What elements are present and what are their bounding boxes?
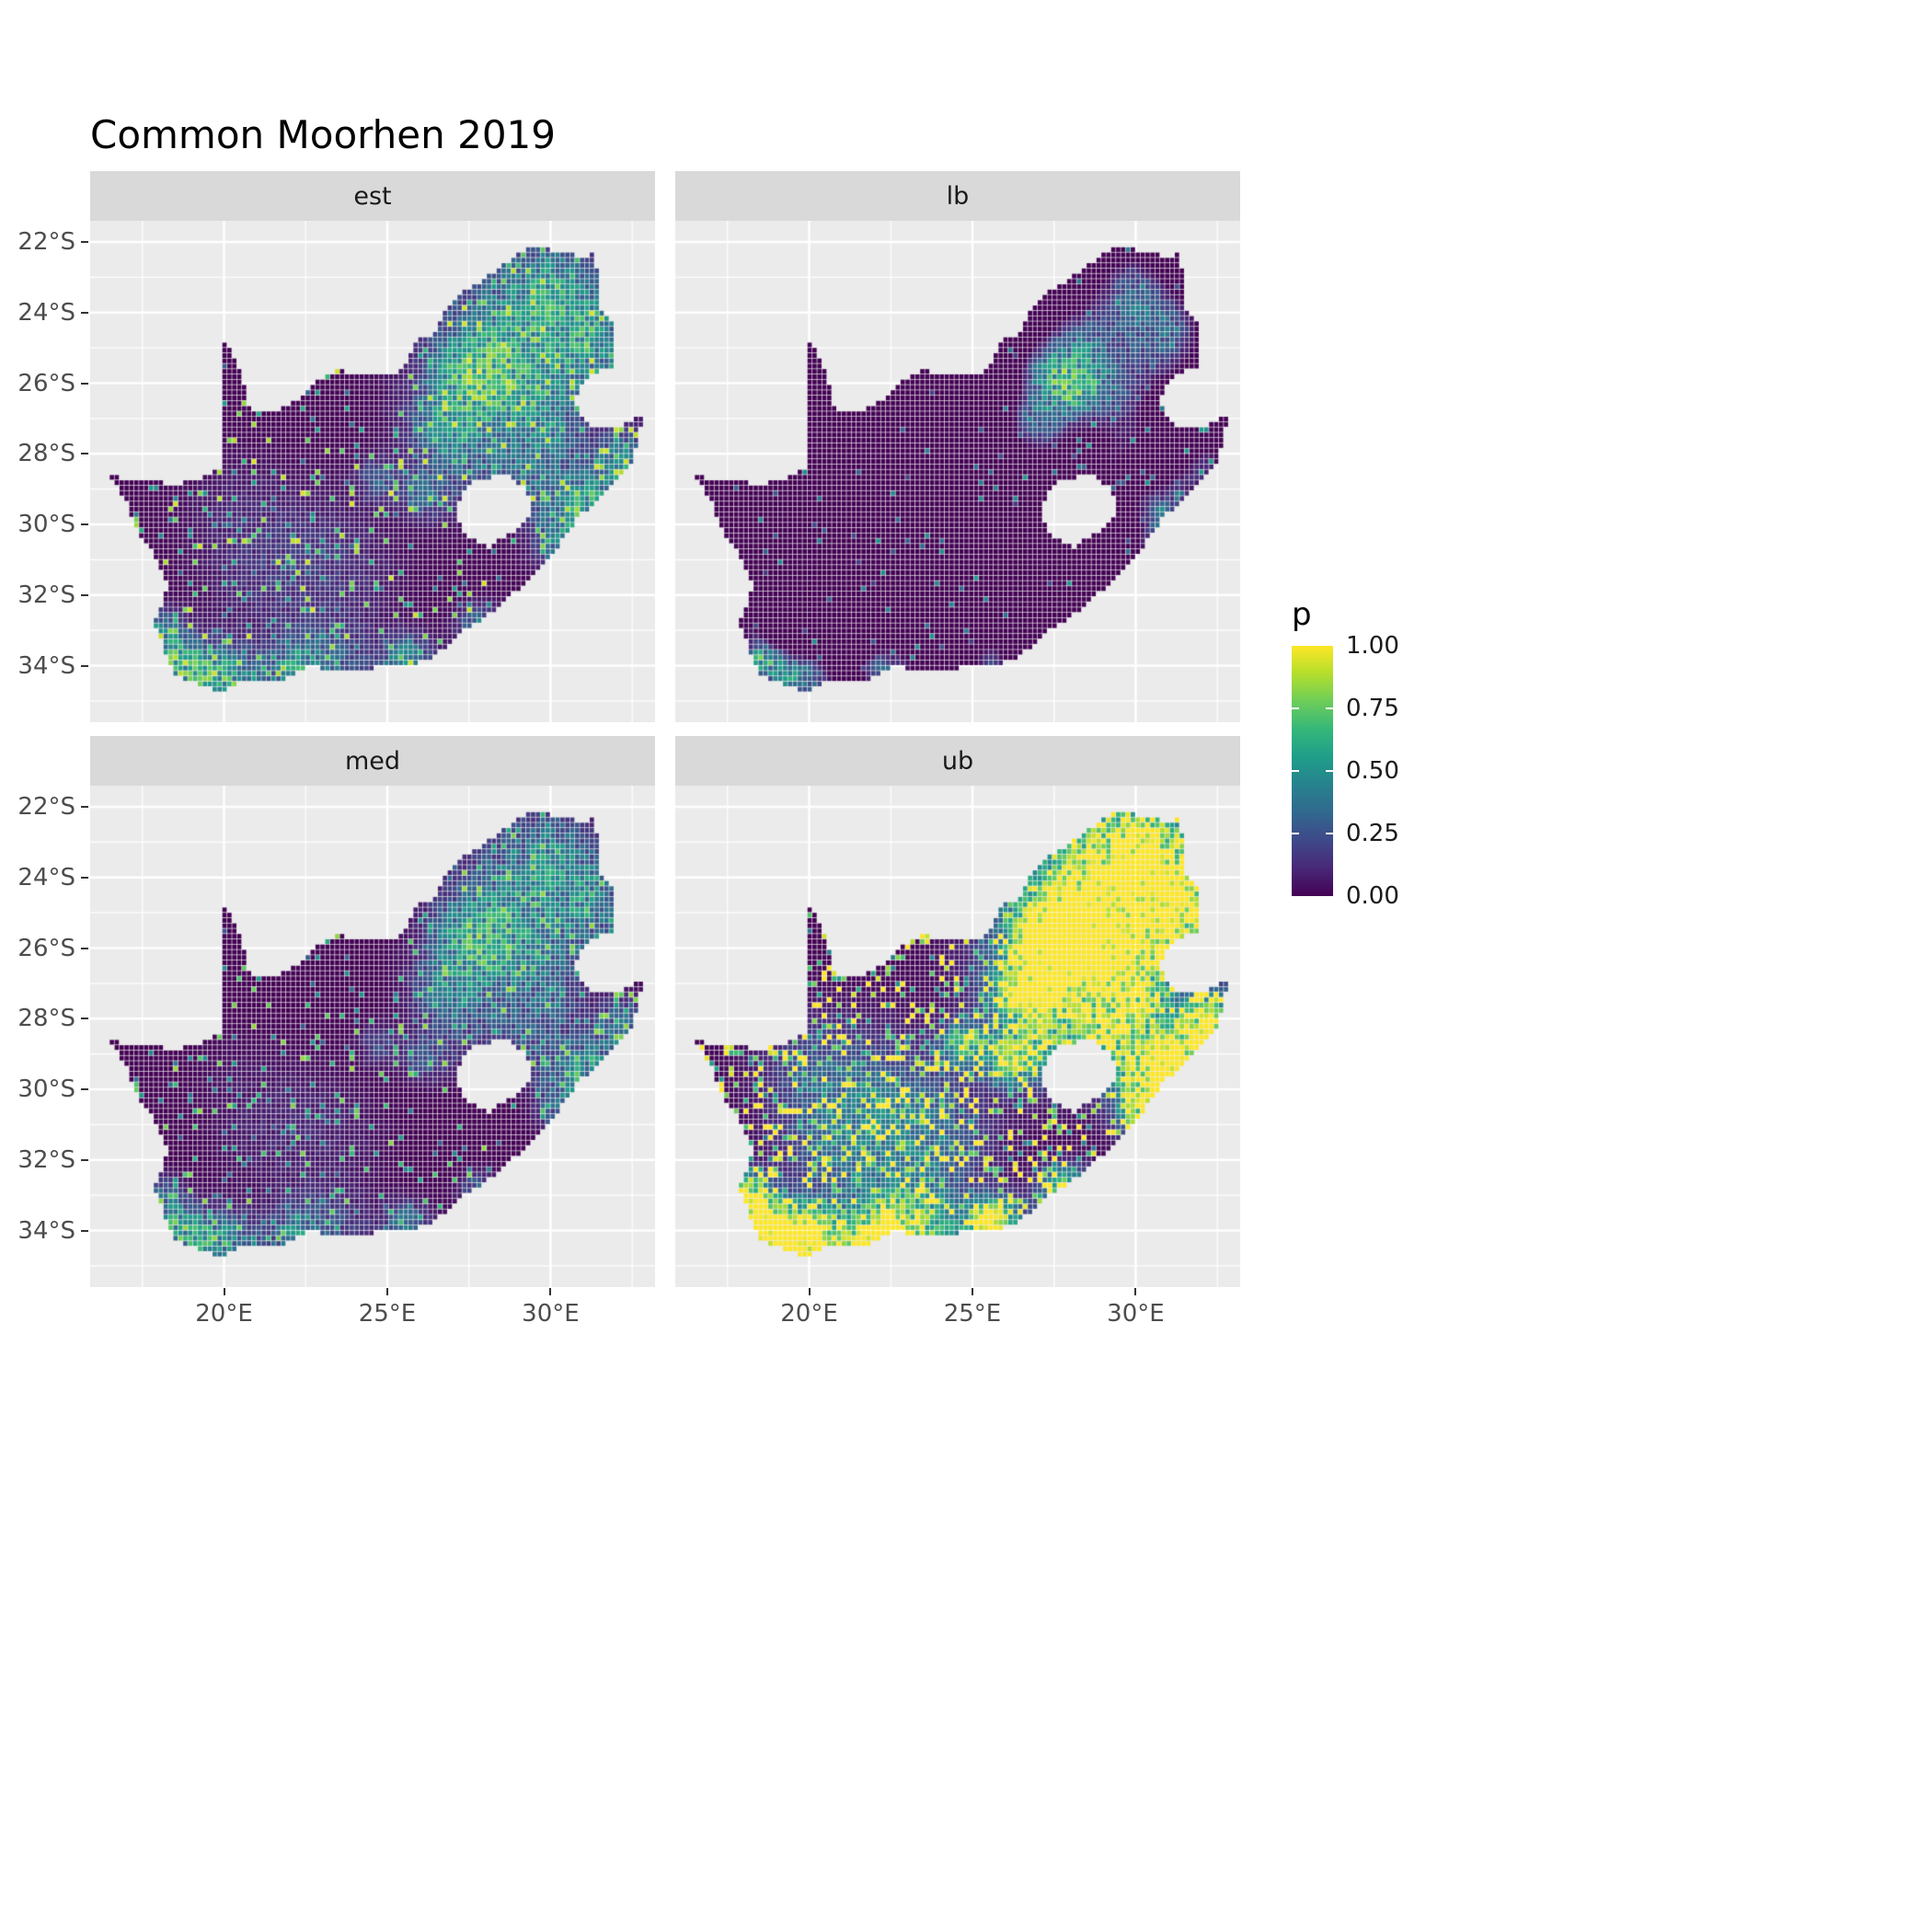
facet-strip-med: med — [90, 736, 655, 786]
y-tick-label: 32°S — [17, 581, 75, 609]
y-tick-label: 28°S — [17, 1005, 75, 1033]
y-tick-mark — [81, 1158, 88, 1161]
x-tick-mark — [385, 1288, 388, 1295]
legend-tick-label: 1.00 — [1346, 632, 1399, 660]
x-tick-label: 20°E — [780, 1300, 838, 1328]
y-tick-mark — [81, 876, 88, 879]
legend-tick-mark — [1292, 833, 1299, 834]
y-tick-label: 24°S — [17, 298, 75, 327]
facet-strip-ub: ub — [675, 736, 1240, 786]
y-tick-mark — [81, 1018, 88, 1020]
x-tick-label: 30°E — [522, 1300, 580, 1328]
y-tick-mark — [81, 593, 88, 596]
y-tick-label: 26°S — [17, 934, 75, 962]
facet-map-est — [90, 221, 655, 722]
facet-label-ub: ub — [941, 746, 974, 776]
y-tick-mark — [81, 664, 88, 667]
legend-tick-mark — [1292, 707, 1299, 709]
facet-label-med: med — [344, 746, 401, 776]
legend-tick-label: 0.50 — [1346, 757, 1399, 785]
y-tick-label: 34°S — [17, 651, 75, 680]
y-tick-mark — [81, 523, 88, 526]
y-tick-label: 30°S — [17, 511, 75, 539]
y-tick-mark — [81, 806, 88, 809]
x-tick-mark — [971, 1288, 973, 1295]
y-tick-mark — [81, 311, 88, 314]
legend-title: p — [1292, 596, 1312, 633]
legend-tick-mark — [1326, 707, 1333, 709]
facet-label-lb: lb — [946, 181, 970, 211]
legend-tick-label: 0.25 — [1346, 820, 1399, 847]
y-tick-mark — [81, 947, 88, 949]
facet-strip-lb: lb — [675, 171, 1240, 221]
y-tick-label: 28°S — [17, 440, 75, 468]
facet-map-ub — [675, 786, 1240, 1287]
y-tick-mark — [81, 1229, 88, 1232]
facet-label-est: est — [353, 181, 392, 211]
x-tick-label: 25°E — [943, 1300, 1002, 1328]
x-tick-mark — [808, 1288, 811, 1295]
facet-map-lb — [675, 221, 1240, 722]
x-tick-label: 25°E — [358, 1300, 417, 1328]
legend-tick-label: 0.00 — [1346, 882, 1399, 910]
y-tick-mark — [81, 241, 88, 244]
legend-tick-label: 0.75 — [1346, 695, 1399, 722]
x-tick-mark — [223, 1288, 225, 1295]
y-tick-mark — [81, 382, 88, 385]
y-tick-label: 22°S — [17, 228, 75, 257]
x-tick-label: 30°E — [1107, 1300, 1165, 1328]
x-tick-mark — [1134, 1288, 1137, 1295]
legend-tick-mark — [1326, 833, 1333, 834]
y-tick-label: 32°S — [17, 1145, 75, 1174]
legend-tick-mark — [1326, 770, 1333, 772]
x-tick-label: 20°E — [195, 1300, 253, 1328]
y-tick-mark — [81, 453, 88, 455]
legend-tick-mark — [1292, 770, 1299, 772]
y-tick-label: 26°S — [17, 369, 75, 397]
y-tick-label: 30°S — [17, 1075, 75, 1104]
y-tick-mark — [81, 1088, 88, 1091]
facet-strip-est: est — [90, 171, 655, 221]
y-tick-label: 34°S — [17, 1216, 75, 1245]
facet-map-med — [90, 786, 655, 1287]
y-tick-label: 22°S — [17, 793, 75, 822]
y-tick-label: 24°S — [17, 863, 75, 891]
plot-title: Common Moorhen 2019 — [90, 112, 556, 157]
x-tick-mark — [549, 1288, 552, 1295]
